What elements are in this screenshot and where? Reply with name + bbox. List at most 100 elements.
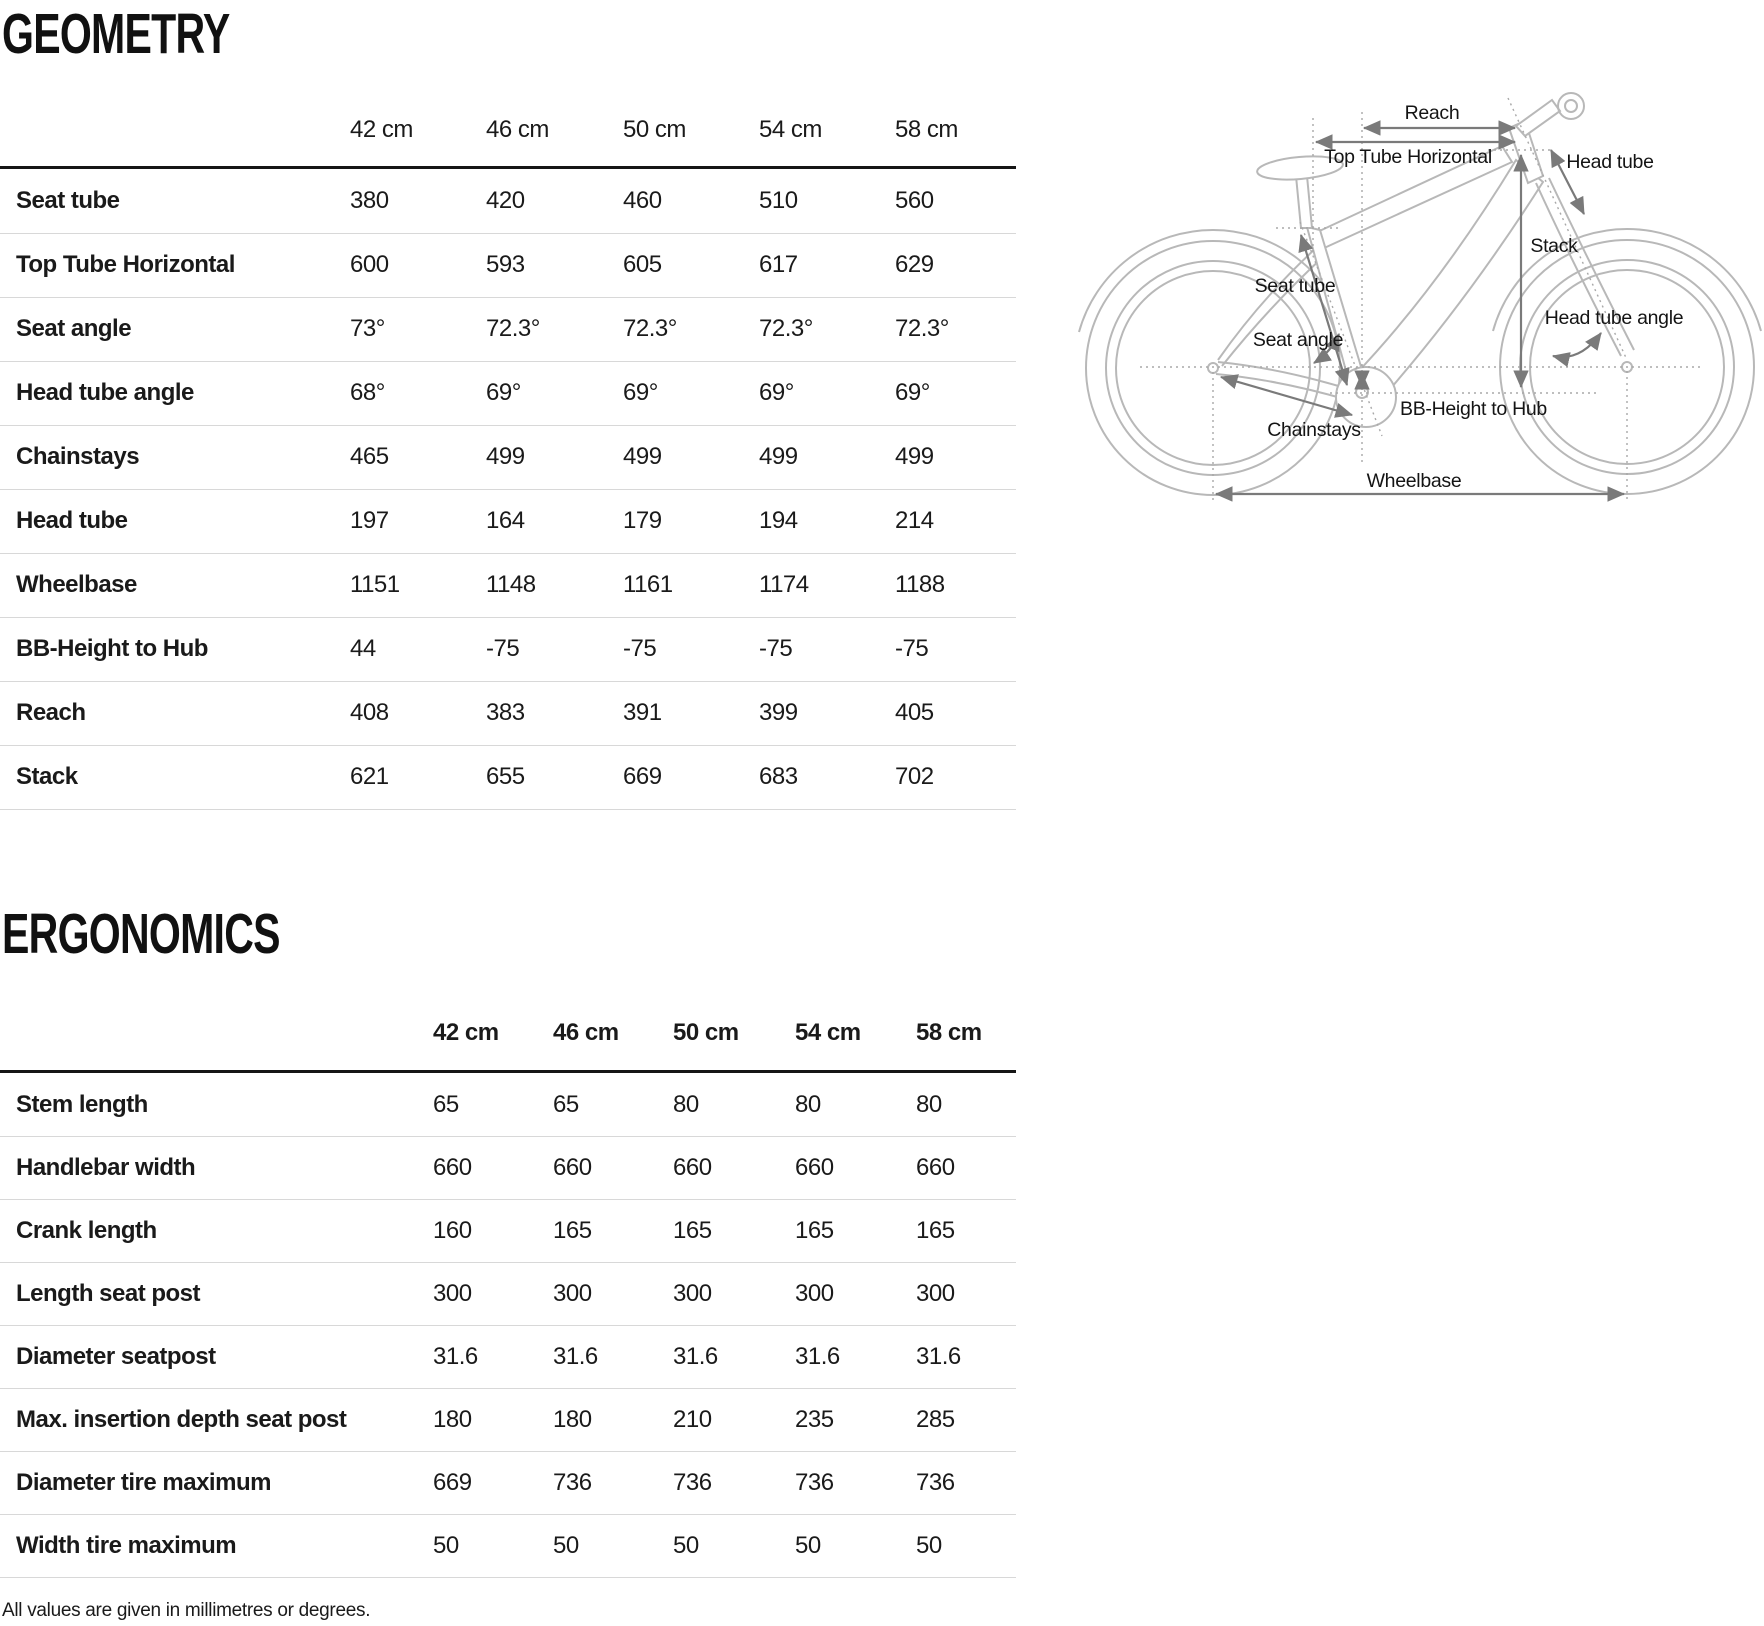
geometry-row-label: Seat tube xyxy=(16,187,120,214)
ergonomics-row-label: Crank length xyxy=(16,1217,157,1244)
ergonomics-row-divider xyxy=(0,1514,1016,1515)
ergonomics-cell: 660 xyxy=(795,1154,834,1181)
ergonomics-cell: 50 xyxy=(433,1532,459,1559)
ergonomics-cell: 180 xyxy=(553,1406,592,1433)
geometry-col-header: 50 cm xyxy=(623,116,686,143)
geometry-cell: 69° xyxy=(486,379,521,406)
geometry-cell: 179 xyxy=(623,507,662,534)
geometry-cell: 1174 xyxy=(759,571,809,598)
geometry-cell: 600 xyxy=(350,251,389,278)
geometry-cell: 629 xyxy=(895,251,934,278)
ergonomics-cell: 736 xyxy=(916,1469,955,1496)
geometry-cell: 499 xyxy=(759,443,798,470)
bike-geometry-diagram-icon: Reach Top Tube Horizontal Head tube Stac… xyxy=(1078,92,1762,502)
geometry-cell: 72.3° xyxy=(623,315,677,342)
ergonomics-row-divider xyxy=(0,1325,1016,1326)
ergonomics-cell: 285 xyxy=(916,1406,955,1433)
ergonomics-cell: 300 xyxy=(553,1280,592,1307)
ergonomics-cell: 165 xyxy=(553,1217,592,1244)
ergonomics-cell: 180 xyxy=(433,1406,472,1433)
head-tube-angle-label: Head tube angle xyxy=(1545,307,1684,329)
ergonomics-cell: 50 xyxy=(916,1532,942,1559)
ergonomics-row-divider xyxy=(0,1577,1016,1578)
ergonomics-cell: 300 xyxy=(916,1280,955,1307)
geometry-col-header: 54 cm xyxy=(759,116,822,143)
ergonomics-cell: 65 xyxy=(433,1091,459,1118)
geometry-cell: 69° xyxy=(895,379,930,406)
geometry-cell: 420 xyxy=(486,187,525,214)
geometry-row-divider xyxy=(0,809,1016,810)
geometry-cell: -75 xyxy=(895,635,929,662)
geometry-row-divider xyxy=(0,745,1016,746)
geometry-cell: 499 xyxy=(623,443,662,470)
ergonomics-cell: 160 xyxy=(433,1217,472,1244)
geometry-row-divider xyxy=(0,361,1016,362)
geometry-cell: 408 xyxy=(350,699,389,726)
ergonomics-cell: 235 xyxy=(795,1406,834,1433)
ergonomics-cell: 210 xyxy=(673,1406,712,1433)
geometry-cell: 1161 xyxy=(623,571,673,598)
geometry-row-label: Chainstays xyxy=(16,443,140,470)
geometry-row-label: Reach xyxy=(16,699,86,726)
ergonomics-cell: 31.6 xyxy=(553,1343,598,1370)
top-tube-horizontal-label: Top Tube Horizontal xyxy=(1324,146,1492,168)
ergonomics-cell: 165 xyxy=(673,1217,712,1244)
geometry-cell: 380 xyxy=(350,187,389,214)
ergonomics-col-header: 58 cm xyxy=(916,1019,982,1046)
geometry-cell: 460 xyxy=(623,187,662,214)
ergonomics-cell: 736 xyxy=(553,1469,592,1496)
head-tube-label: Head tube xyxy=(1566,151,1653,173)
ergonomics-row-label: Diameter tire maximum xyxy=(16,1469,271,1496)
ergonomics-cell: 80 xyxy=(916,1091,942,1118)
ergonomics-cell: 660 xyxy=(433,1154,472,1181)
geometry-cell: 1188 xyxy=(895,571,945,598)
geometry-cell: 391 xyxy=(623,699,662,726)
units-footnote: All values are given in millimetres or d… xyxy=(2,1600,371,1621)
ergonomics-cell: 300 xyxy=(795,1280,834,1307)
ergonomics-cell: 660 xyxy=(553,1154,592,1181)
geometry-row-label: Head tube angle xyxy=(16,379,194,406)
ergonomics-col-header: 54 cm xyxy=(795,1019,861,1046)
seat-angle-label: Seat angle xyxy=(1253,329,1343,351)
ergonomics-row-label: Max. insertion depth seat post xyxy=(16,1406,347,1433)
seat-tube-label: Seat tube xyxy=(1255,275,1336,297)
geometry-cell: 72.3° xyxy=(895,315,949,342)
geometry-cell: 44 xyxy=(350,635,376,662)
geometry-cell: -75 xyxy=(759,635,793,662)
geometry-cell: 69° xyxy=(759,379,794,406)
ergonomics-cell: 65 xyxy=(553,1091,579,1118)
geometry-cell: 465 xyxy=(350,443,389,470)
geometry-cell: 499 xyxy=(895,443,934,470)
chainstays-label: Chainstays xyxy=(1267,419,1361,441)
geometry-col-header: 42 cm xyxy=(350,116,413,143)
geometry-col-header: 58 cm xyxy=(895,116,958,143)
geometry-row-label: BB-Height to Hub xyxy=(16,635,208,662)
ergonomics-row-label: Width tire maximum xyxy=(16,1532,237,1559)
geometry-row-divider xyxy=(0,489,1016,490)
ergonomics-cell: 165 xyxy=(916,1217,955,1244)
ergonomics-row-label: Stem length xyxy=(16,1091,148,1118)
geometry-cell: -75 xyxy=(486,635,520,662)
ergonomics-cell: 80 xyxy=(673,1091,699,1118)
geometry-cell: 510 xyxy=(759,187,798,214)
geometry-cell: 593 xyxy=(486,251,525,278)
geometry-cell: 197 xyxy=(350,507,389,534)
ergonomics-cell: 50 xyxy=(673,1532,699,1559)
ergonomics-cell: 50 xyxy=(795,1532,821,1559)
geometry-cell: 68° xyxy=(350,379,385,406)
ergonomics-cell: 165 xyxy=(795,1217,834,1244)
geometry-cell: 655 xyxy=(486,763,525,790)
geometry-row-label: Top Tube Horizontal xyxy=(16,251,235,278)
ergonomics-title: ERGONOMICS xyxy=(2,902,281,966)
geometry-row-label: Wheelbase xyxy=(16,571,137,598)
stack-label: Stack xyxy=(1530,235,1578,257)
geometry-cell: 683 xyxy=(759,763,798,790)
geometry-row-divider xyxy=(0,617,1016,618)
geometry-cell: 214 xyxy=(895,507,934,534)
ergonomics-cell: 31.6 xyxy=(795,1343,840,1370)
dimension-arrows-icon xyxy=(1214,120,1626,502)
ergonomics-cell: 669 xyxy=(433,1469,472,1496)
geometry-cell: 560 xyxy=(895,187,934,214)
geometry-cell: 69° xyxy=(623,379,658,406)
geometry-row-divider xyxy=(0,297,1016,298)
